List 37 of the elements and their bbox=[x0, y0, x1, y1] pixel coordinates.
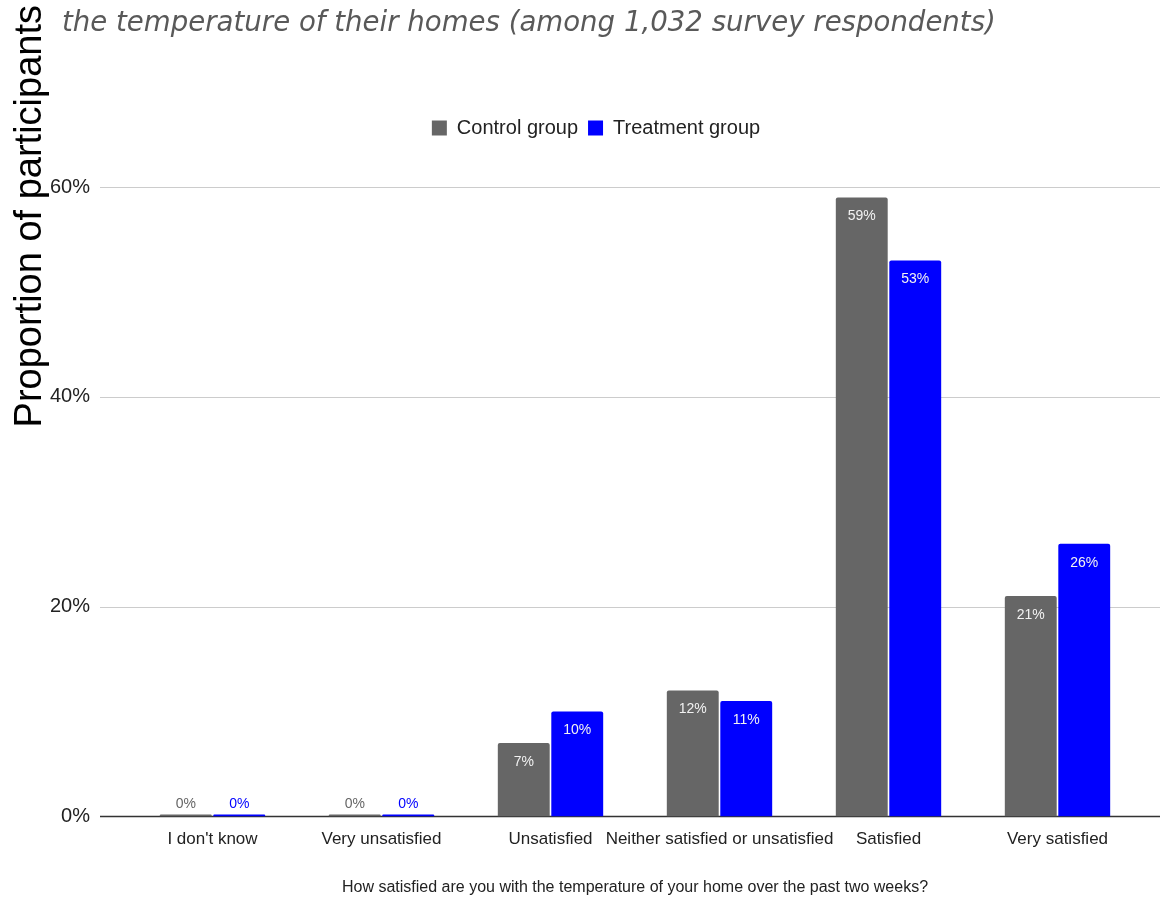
y-axis-title: Proportion of participants bbox=[6, 5, 50, 428]
bar bbox=[666, 690, 719, 817]
x-axis-title: How satisfied are you with the temperature of your home over the past two weeks? bbox=[341, 877, 929, 895]
data-label: 26% bbox=[1070, 553, 1099, 570]
bar bbox=[551, 711, 604, 817]
y-tick-label: 0% bbox=[61, 803, 91, 826]
x-tick-label: Neither satisfied or unsatisfied bbox=[605, 829, 834, 849]
x-tick-label: Satisfied bbox=[855, 829, 922, 849]
data-label: 12% bbox=[678, 700, 707, 717]
bar bbox=[1004, 596, 1057, 817]
data-label: 53% bbox=[901, 270, 930, 287]
bar bbox=[497, 742, 550, 817]
chart-title: the temperature of their homes (among 1,032 survey respondents) bbox=[62, 5, 996, 39]
bar bbox=[382, 814, 435, 817]
data-label: 59% bbox=[847, 207, 876, 224]
x-tick-label: Unsatisfied bbox=[508, 829, 593, 849]
bar bbox=[1058, 543, 1111, 817]
legend-label: Control group bbox=[456, 115, 579, 138]
bar bbox=[213, 814, 266, 817]
data-label: 0% bbox=[344, 795, 365, 812]
data-label: 0% bbox=[175, 795, 196, 812]
legend-label: Treatment group bbox=[613, 115, 761, 138]
x-tick-label: Very satisfied bbox=[1006, 829, 1109, 849]
data-label: 11% bbox=[732, 710, 760, 727]
bar bbox=[889, 260, 942, 817]
data-label: 7% bbox=[513, 752, 534, 769]
data-label: 10% bbox=[563, 721, 592, 738]
x-tick-label: Very unsatisfied bbox=[321, 829, 442, 849]
y-tick-label: 60% bbox=[49, 174, 91, 197]
data-label: 21% bbox=[1016, 605, 1045, 622]
bar bbox=[720, 701, 773, 817]
y-tick-label: 20% bbox=[49, 594, 91, 617]
x-tick-label: I don't know bbox=[167, 829, 259, 849]
data-label: 0% bbox=[398, 795, 419, 812]
y-tick-label: 40% bbox=[49, 384, 91, 407]
data-label: 0% bbox=[229, 795, 250, 812]
bar bbox=[835, 197, 888, 817]
